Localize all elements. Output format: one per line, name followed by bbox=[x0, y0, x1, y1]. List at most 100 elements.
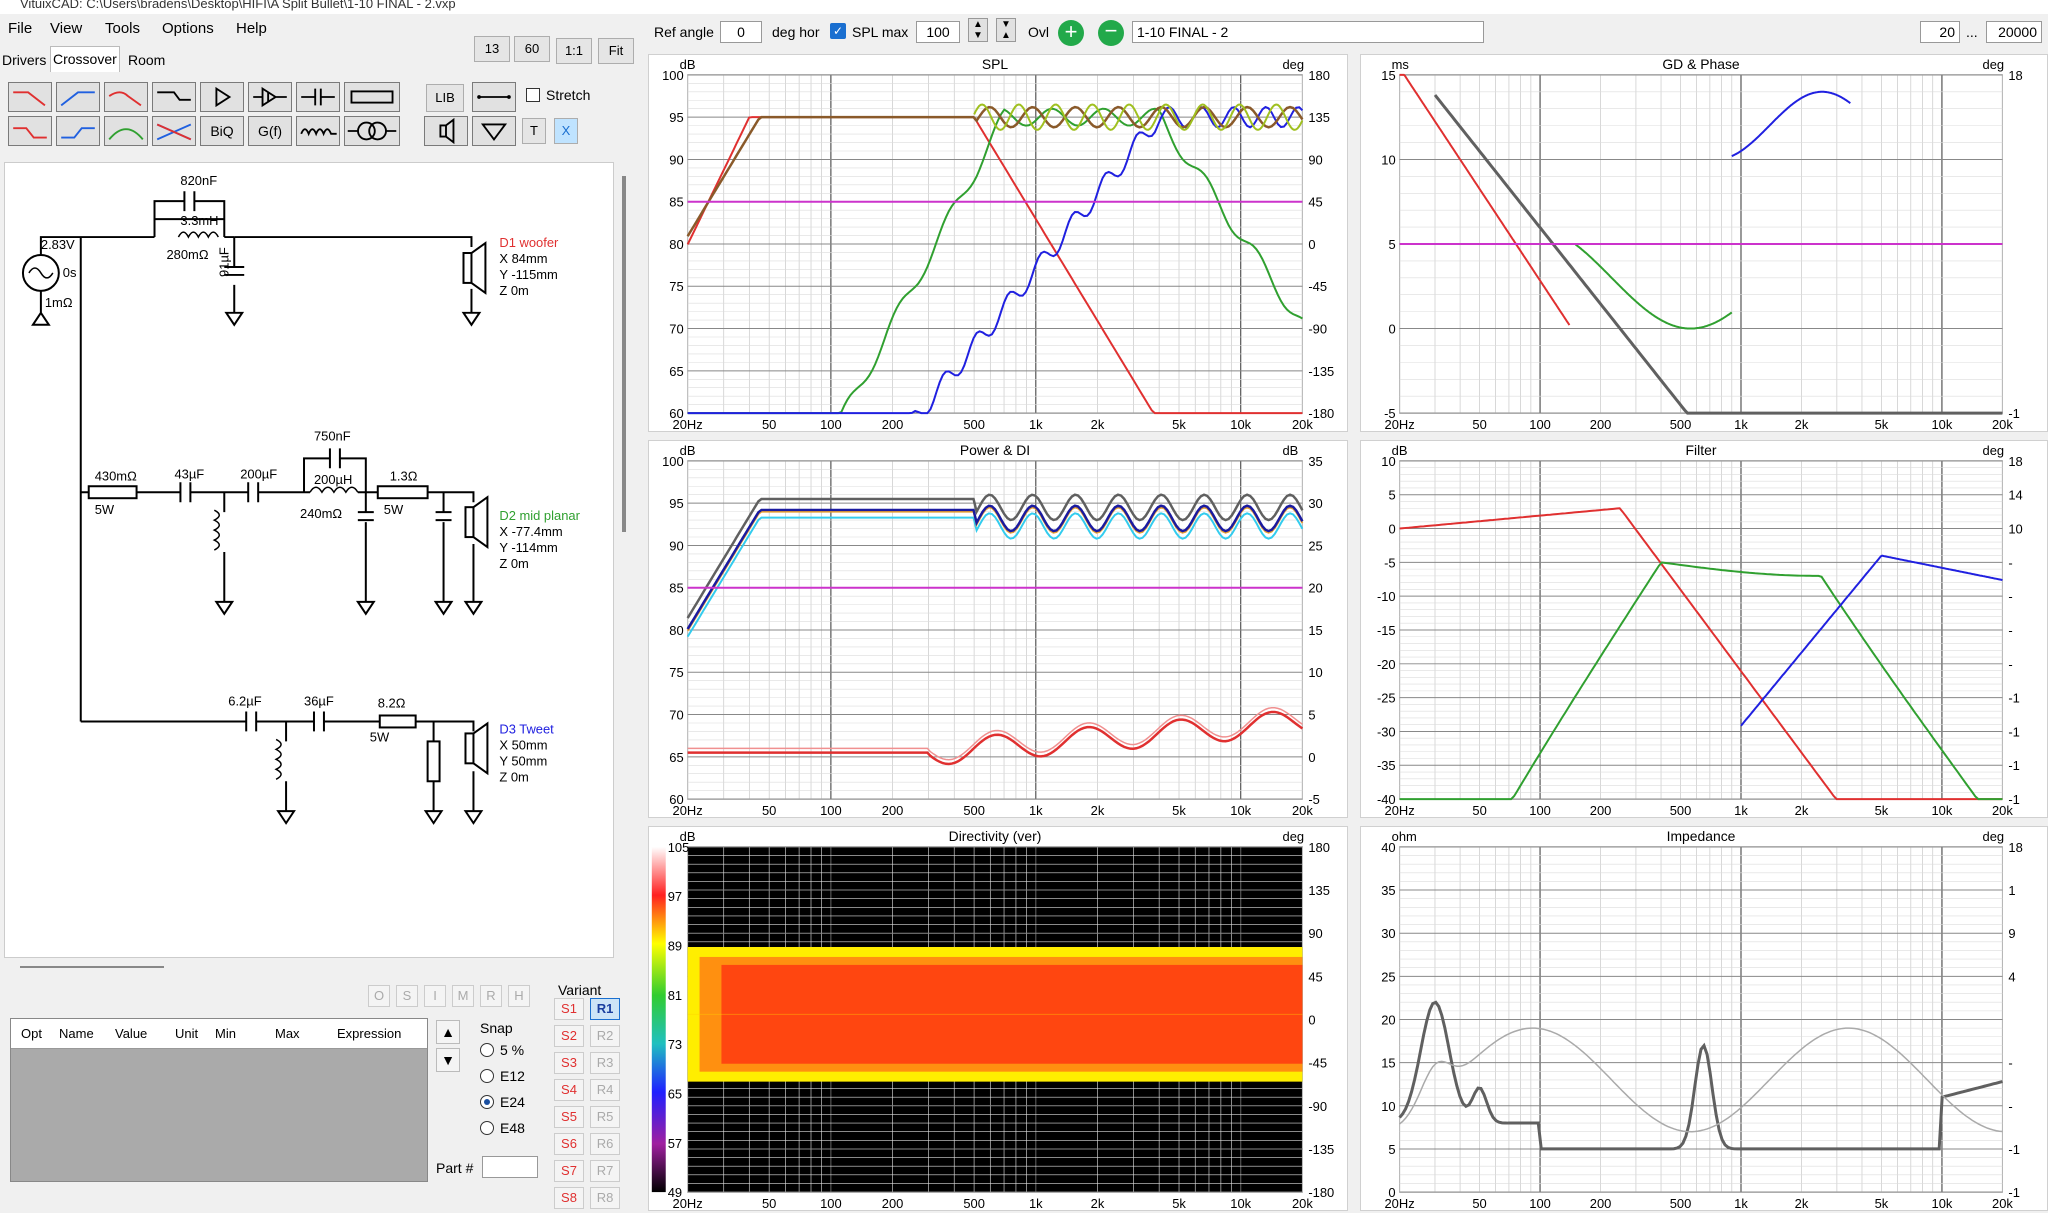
col-min[interactable]: Min bbox=[215, 1026, 236, 1041]
snap-e24-radio[interactable]: E24 bbox=[480, 1094, 525, 1110]
variant-r5-button[interactable]: R5 bbox=[590, 1106, 620, 1128]
move-down-button[interactable]: ▼ bbox=[436, 1048, 460, 1072]
variant-s7-button[interactable]: S7 bbox=[554, 1160, 584, 1182]
snap-e12-radio[interactable]: E12 bbox=[480, 1068, 525, 1084]
mode-h-button[interactable]: H bbox=[508, 985, 530, 1007]
lowpass2-tool[interactable] bbox=[104, 82, 148, 112]
cross-tool[interactable]: X bbox=[554, 118, 578, 144]
bandpass-tool[interactable] bbox=[104, 116, 148, 146]
mode-i-button[interactable]: I bbox=[424, 985, 446, 1007]
variant-r7-button[interactable]: R7 bbox=[590, 1160, 620, 1182]
col-opt[interactable]: Opt bbox=[21, 1026, 42, 1041]
menu-file[interactable]: File bbox=[8, 20, 33, 37]
zoom-13-button[interactable]: 13 bbox=[474, 36, 510, 62]
menu-tools[interactable]: Tools bbox=[105, 20, 141, 37]
directivity-graph[interactable]: Directivity (ver) dB deg 180 135 90 45 0 -45 -90 -… bbox=[648, 826, 1348, 1211]
col-max[interactable]: Max bbox=[275, 1026, 300, 1041]
resistor-tool[interactable] bbox=[344, 82, 400, 112]
library-button[interactable]: LIB bbox=[426, 84, 464, 112]
part-number-input[interactable] bbox=[482, 1156, 538, 1178]
mid-l2r-label: 240mΩ bbox=[300, 506, 342, 521]
remove-overlay-button[interactable]: − bbox=[1098, 20, 1124, 46]
variant-s8-button[interactable]: S8 bbox=[554, 1187, 584, 1209]
variant-r6-button[interactable]: R6 bbox=[590, 1133, 620, 1155]
snap-e48-radio[interactable]: E48 bbox=[480, 1120, 525, 1136]
col-expression[interactable]: Expression bbox=[337, 1026, 402, 1041]
add-overlay-button[interactable]: + bbox=[1058, 20, 1084, 46]
variant-s4-button[interactable]: S4 bbox=[554, 1079, 584, 1101]
tab-crossover[interactable]: Crossover bbox=[50, 46, 120, 72]
graph-title: Power & DI bbox=[960, 442, 1030, 458]
zoom-1to1-button[interactable]: 1:1 bbox=[556, 38, 592, 64]
menu-options[interactable]: Options bbox=[162, 20, 214, 37]
parameter-table[interactable]: Opt Name Value Unit Min Max Expression bbox=[10, 1018, 428, 1182]
wire-tool[interactable] bbox=[472, 82, 516, 112]
mode-m-button[interactable]: M bbox=[452, 985, 474, 1007]
lowpass-notch-tool[interactable] bbox=[8, 116, 52, 146]
variant-r1-button[interactable]: R1 bbox=[590, 998, 620, 1020]
lowpass1-tool[interactable] bbox=[8, 82, 52, 112]
spl-graph[interactable]: SPL dB deg 100 95 90 85 80 75 70 65 60 180 135 90 45 0 -4… bbox=[648, 54, 1348, 432]
variant-s1-button[interactable]: S1 bbox=[554, 998, 584, 1020]
spl-max-checkbox[interactable]: ✓ bbox=[830, 23, 846, 39]
crossover-schematic[interactable]: 2.83V 0s 1mΩ 820nF 3.3mH 280mΩ 91µF D1 w… bbox=[4, 162, 614, 958]
variant-r8-button[interactable]: R8 bbox=[590, 1187, 620, 1209]
ground-tool[interactable] bbox=[472, 116, 516, 146]
spl-max-input[interactable]: 100 bbox=[916, 21, 960, 43]
y-tick-label: 25 bbox=[1381, 969, 1395, 984]
mode-o-button[interactable]: O bbox=[368, 985, 390, 1007]
shelf-tool[interactable] bbox=[152, 82, 196, 112]
mode-r-button[interactable]: R bbox=[480, 985, 502, 1007]
variant-s5-button[interactable]: S5 bbox=[554, 1106, 584, 1128]
zoom-60-button[interactable]: 60 bbox=[514, 36, 550, 62]
gd-phase-graph[interactable]: GD & Phase ms deg 15 10 5 0 -5 18 -1 20Hz 50 100 200 5… bbox=[1360, 54, 2048, 432]
driver-tool[interactable] bbox=[424, 116, 468, 146]
snap-5pct-radio[interactable]: 5 % bbox=[480, 1042, 524, 1058]
impedance-graph[interactable]: Impedance ohm deg 40 35 30 25 20 15 10 5 0 18 1 9 4- - -1… bbox=[1360, 826, 2048, 1211]
variant-r2-button[interactable]: R2 bbox=[590, 1025, 620, 1047]
y-tick-label: 10 bbox=[1381, 152, 1395, 167]
biquad-tool[interactable]: BiQ bbox=[200, 116, 244, 146]
tab-drivers[interactable]: Drivers bbox=[2, 52, 47, 68]
freq-max-input[interactable]: 20000 bbox=[1986, 21, 2042, 43]
y2-tick-label: 15 bbox=[1308, 623, 1322, 638]
ref-angle-input[interactable]: 0 bbox=[720, 21, 762, 43]
capacitor-tool[interactable] bbox=[296, 82, 340, 112]
variant-s2-button[interactable]: S2 bbox=[554, 1025, 584, 1047]
variant-s6-button[interactable]: S6 bbox=[554, 1133, 584, 1155]
allpass-tool[interactable] bbox=[152, 116, 196, 146]
x-tick-label: 20Hz bbox=[673, 1196, 703, 1210]
tab-room[interactable]: Room bbox=[128, 52, 166, 68]
mode-s-button[interactable]: S bbox=[396, 985, 418, 1007]
col-name[interactable]: Name bbox=[59, 1026, 94, 1041]
inductor-tool[interactable] bbox=[296, 116, 340, 146]
text-tool[interactable]: T bbox=[522, 118, 546, 144]
variant-s3-button[interactable]: S3 bbox=[554, 1052, 584, 1074]
transfer-function-tool[interactable]: G(f) bbox=[248, 116, 292, 146]
overlay-name-input[interactable]: 1-10 FINAL - 2 bbox=[1132, 21, 1484, 43]
move-up-button[interactable]: ▲ bbox=[436, 1020, 460, 1044]
tweet-phase-curve bbox=[1731, 90, 1851, 158]
variant-r3-button[interactable]: R3 bbox=[590, 1052, 620, 1074]
stretch-checkbox[interactable] bbox=[526, 88, 540, 102]
x-tick-label: 10k bbox=[1932, 417, 1953, 431]
buffer-tool[interactable] bbox=[200, 82, 244, 112]
y-tick-label: 90 bbox=[669, 538, 683, 553]
power-di-graph[interactable]: Power & DI dB dB 100 95 90 85 80 75 70 65 60 35 30 25 2… bbox=[648, 440, 1348, 818]
spl-reset-button[interactable]: ▼ ▲ bbox=[996, 18, 1016, 42]
col-unit[interactable]: Unit bbox=[175, 1026, 199, 1041]
freq-min-input[interactable]: 20 bbox=[1920, 21, 1960, 43]
variant-r4-button[interactable]: R4 bbox=[590, 1079, 620, 1101]
spl-stepper[interactable]: ▲ ▼ bbox=[968, 18, 988, 42]
filter-graph[interactable]: Filter dB deg 10 5 0 -5 -10 -15 -20 -25 -30 -35 -40 18… bbox=[1360, 440, 2048, 818]
zoom-fit-button[interactable]: Fit bbox=[598, 38, 634, 64]
delay-tool[interactable] bbox=[248, 82, 292, 112]
highpass-notch-tool[interactable] bbox=[56, 116, 100, 146]
col-value[interactable]: Value bbox=[115, 1026, 148, 1041]
schematic-scrollbar[interactable] bbox=[622, 176, 626, 532]
transformer-tool[interactable] bbox=[344, 116, 400, 146]
menu-help[interactable]: Help bbox=[236, 20, 267, 37]
splitter-handle[interactable] bbox=[20, 966, 164, 968]
highpass1-tool[interactable] bbox=[56, 82, 100, 112]
menu-view[interactable]: View bbox=[50, 20, 83, 37]
